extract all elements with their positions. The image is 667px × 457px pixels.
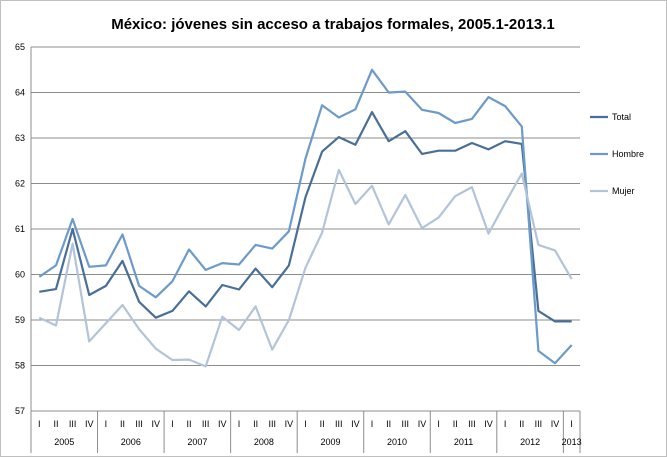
- x-tick-label: III: [535, 419, 543, 429]
- x-tick-label: I: [570, 419, 573, 429]
- x-tick-label: III: [268, 419, 276, 429]
- year-label: 2010: [387, 437, 407, 447]
- x-tick-label: III: [468, 419, 476, 429]
- legend: Total Hombre Mujer: [590, 112, 644, 196]
- x-tick-label: I: [238, 419, 241, 429]
- year-label: 2011: [454, 437, 473, 447]
- legend-label: Hombre: [612, 149, 644, 159]
- x-tick-label: I: [504, 419, 507, 429]
- year-label: 2005: [54, 437, 74, 447]
- year-label: 2009: [320, 437, 340, 447]
- x-tick-label: I: [371, 419, 374, 429]
- x-tick-label: IV: [418, 419, 427, 429]
- y-tick-label: 65: [15, 42, 25, 52]
- x-tick-label: IV: [152, 419, 161, 429]
- legend-label: Total: [612, 112, 631, 122]
- x-tick-label: I: [105, 419, 108, 429]
- x-tick-label: III: [135, 419, 143, 429]
- y-tick-label: 59: [15, 315, 25, 325]
- x-tick-label: II: [519, 419, 524, 429]
- year-label: 2008: [254, 437, 274, 447]
- legend-label: Mujer: [612, 186, 635, 196]
- series-line-mujer: [38, 168, 573, 368]
- x-tick-label: III: [402, 419, 410, 429]
- y-tick-label: 64: [15, 88, 25, 98]
- x-tick-label: II: [120, 419, 125, 429]
- x-tick-label: I: [304, 419, 307, 429]
- x-tick-label: II: [253, 419, 258, 429]
- x-tick-label: IV: [218, 419, 227, 429]
- x-tick-label: III: [202, 419, 210, 429]
- y-tick-label: 58: [15, 361, 25, 371]
- x-tick-label: IV: [551, 419, 560, 429]
- x-tick-label: II: [53, 419, 58, 429]
- x-tick-label: III: [335, 419, 343, 429]
- year-label: 2013: [562, 437, 582, 447]
- year-label: 2006: [121, 437, 141, 447]
- x-tick-label: II: [386, 419, 391, 429]
- series-line-hombre: [38, 68, 573, 365]
- year-label: 2007: [187, 437, 207, 447]
- x-tick-label: I: [38, 419, 41, 429]
- y-tick-label: 57: [15, 406, 25, 416]
- year-label: 2012: [520, 437, 540, 447]
- y-tick-label: 61: [15, 224, 25, 234]
- y-tick-label: 60: [15, 270, 25, 280]
- x-tick-label: II: [320, 419, 325, 429]
- x-tick-label: I: [437, 419, 440, 429]
- x-tick-label: IV: [285, 419, 294, 429]
- x-tick-label: IV: [85, 419, 94, 429]
- x-tick-label: IV: [351, 419, 360, 429]
- x-tick-label: I: [171, 419, 174, 429]
- y-tick-label: 63: [15, 133, 25, 143]
- x-tick-label: II: [187, 419, 192, 429]
- y-tick-label: 62: [15, 179, 25, 189]
- gridlines: [31, 46, 580, 366]
- series-line-total: [39, 110, 572, 323]
- x-tick-label: IV: [484, 419, 493, 429]
- x-tick-label: III: [69, 419, 77, 429]
- x-tick-label: II: [453, 419, 458, 429]
- chart-title: México: jóvenes sin acceso a trabajos fo…: [111, 16, 555, 33]
- series-lines: [38, 68, 573, 368]
